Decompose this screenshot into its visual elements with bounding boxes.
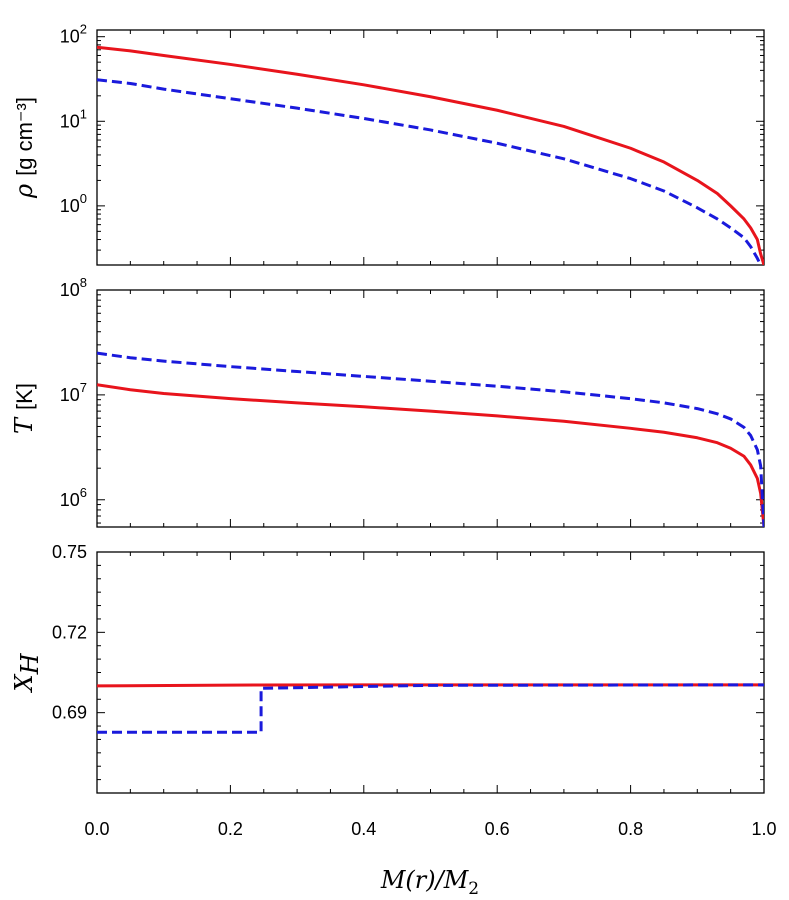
dashed-series-line — [97, 683, 764, 734]
x-axis-label-subscript: 2 — [468, 879, 479, 899]
x-tick-label: 1.0 — [751, 819, 776, 839]
y-axis-subscript: H — [16, 652, 44, 675]
x-tick-label: 0.6 — [485, 819, 510, 839]
y-tick-label: 107 — [60, 380, 87, 405]
y-tick-exponent: 7 — [80, 380, 87, 395]
x-tick-label: 0.4 — [351, 819, 376, 839]
solid-series-line — [97, 383, 764, 527]
y-tick-exponent: 8 — [80, 275, 87, 290]
y-axis-label: T [K] — [10, 383, 38, 434]
plot-frame — [96, 289, 765, 528]
y-tick-exponent: 6 — [80, 485, 87, 500]
x-tick-labels: 0.0 0.2 0.4 0.6 0.8 1.0 — [84, 819, 776, 839]
y-tick-mantissa: 10 — [60, 27, 80, 47]
y-tick-mantissa: 10 — [60, 111, 80, 131]
x-tick-label: 0.2 — [218, 819, 243, 839]
y-tick-label: 108 — [60, 275, 87, 300]
plot-frame — [96, 29, 765, 266]
y-axis-label: ρ [g cm⁻³] — [10, 97, 38, 199]
y-tick-label: 101 — [60, 106, 87, 131]
y-tick-mantissa: 10 — [60, 490, 80, 510]
x-tick-label: 0.8 — [618, 819, 643, 839]
y-tick-label: 0.69 — [52, 703, 87, 723]
y-tick-mantissa: 10 — [60, 280, 80, 300]
y-tick-exponent: 0 — [80, 191, 87, 206]
y-axis-label: XH — [10, 652, 44, 693]
y-tick-mantissa: 10 — [60, 385, 80, 405]
x-axis-label: M(r)/M2 — [380, 866, 479, 899]
y-tick-label: 0.75 — [52, 542, 87, 562]
y-tick-mantissa: 10 — [60, 196, 80, 216]
panel-3: 0.69 0.72 0.75 XH — [10, 542, 765, 794]
y-tick-exponent: 2 — [80, 22, 87, 37]
plot-frame — [96, 551, 765, 794]
y-axis-unit: [g cm⁻³] — [12, 97, 37, 176]
dashed-series-line — [97, 351, 764, 527]
y-axis-symbol: X — [10, 674, 38, 694]
y-tick-label: 0.72 — [52, 622, 87, 642]
dashed-series-line — [97, 78, 763, 265]
y-tick-label: 102 — [60, 22, 87, 47]
x-tick-label: 0.0 — [84, 819, 109, 839]
solid-series-line — [97, 45, 764, 265]
x-axis-label-main: M(r)/M — [380, 866, 470, 894]
y-axis-unit: [K] — [12, 383, 37, 410]
y-tick-label: 106 — [60, 485, 87, 510]
y-tick-label: 100 — [60, 191, 87, 216]
y-axis-symbol: T — [10, 416, 38, 434]
y-tick-exponent: 1 — [80, 106, 87, 121]
y-axis-symbol: ρ — [10, 184, 38, 199]
